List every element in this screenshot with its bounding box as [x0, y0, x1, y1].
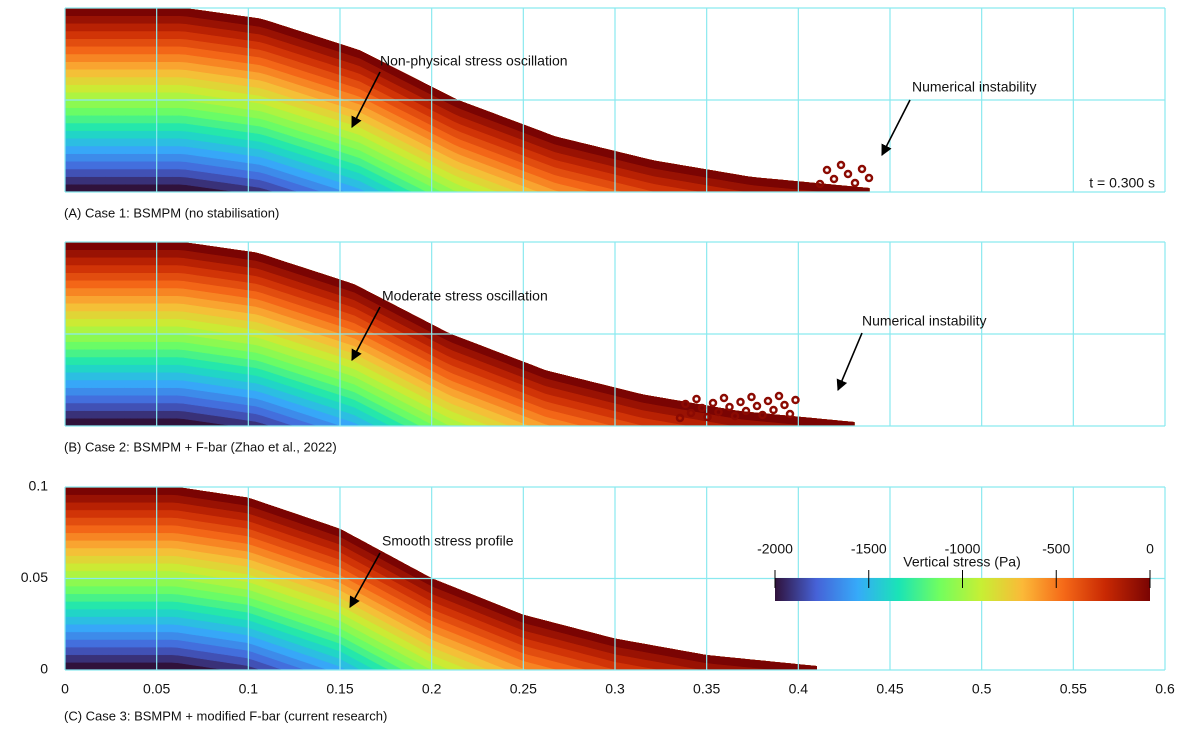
debris	[681, 399, 690, 409]
annotation: Non-physical stress oscillation	[380, 53, 568, 69]
debris	[815, 179, 825, 189]
debris	[769, 405, 778, 415]
panel	[64, 486, 1166, 671]
debris	[864, 173, 874, 183]
debris	[741, 406, 751, 416]
time-label: t = 0.300 s	[1089, 175, 1155, 191]
debris	[857, 164, 867, 174]
x-tick-label: 0.5	[972, 681, 992, 697]
colorbar-label: Vertical stress (Pa)	[903, 554, 1020, 570]
arrow	[881, 99, 911, 156]
debris	[736, 397, 745, 407]
x-tick-label: 0	[61, 681, 69, 697]
debris	[758, 410, 767, 420]
debris	[850, 178, 860, 188]
x-tick-label: 0.3	[605, 681, 625, 697]
debris	[747, 392, 756, 402]
x-tick-label: 0.35	[693, 681, 720, 697]
debris	[686, 408, 696, 418]
x-tick-label: 0.2	[422, 681, 442, 697]
caption: (A) Case 1: BSMPM (no stabilisation)	[64, 205, 279, 220]
debris	[675, 413, 685, 423]
debris	[719, 393, 729, 403]
arrow	[836, 332, 863, 392]
x-tick-label: 0.45	[876, 681, 903, 697]
debris	[822, 165, 832, 175]
caption: (B) Case 2: BSMPM + F-bar (Zhao et al., …	[64, 439, 337, 454]
y-tick-label: 0.05	[21, 569, 48, 585]
debris	[780, 400, 789, 410]
y-tick-label: 0	[40, 661, 48, 677]
x-tick-label: 0.55	[1060, 681, 1087, 697]
colorbar-tick-label: -500	[1042, 541, 1070, 557]
debris	[829, 174, 839, 184]
debris	[836, 160, 846, 170]
annotation: Numerical instability	[912, 79, 1036, 95]
debris	[697, 403, 707, 413]
debris	[785, 409, 795, 419]
annotation: Moderate stress oscillation	[382, 288, 548, 304]
y-tick-label: 0.1	[29, 478, 49, 494]
annotation: Smooth stress profile	[382, 533, 514, 549]
arrow	[351, 71, 381, 128]
debris	[708, 398, 718, 408]
panel	[64, 7, 1166, 193]
arrow	[351, 306, 381, 361]
debris	[774, 391, 784, 401]
debris	[843, 169, 853, 179]
debris	[725, 402, 734, 412]
x-tick-label: 0.1	[239, 681, 259, 697]
debris	[703, 412, 712, 422]
panel	[64, 241, 1166, 427]
plots	[64, 7, 1166, 671]
colorbar-tick-label: 0	[1146, 541, 1154, 557]
debris	[730, 411, 740, 421]
x-tick-label: 0.25	[510, 681, 537, 697]
caption: (C) Case 3: BSMPM + modified F-bar (curr…	[64, 708, 387, 723]
x-tick-label: 0.05	[143, 681, 170, 697]
x-tick-label: 0.6	[1155, 681, 1175, 697]
colorbar-tick-label: -1500	[851, 541, 887, 557]
debris	[752, 401, 762, 411]
colorbar-tick-label: -2000	[757, 541, 793, 557]
annotation: Numerical instability	[862, 313, 986, 329]
debris	[714, 407, 723, 417]
x-tick-label: 0.15	[326, 681, 353, 697]
x-tick-label: 0.4	[789, 681, 809, 697]
debris	[692, 394, 701, 404]
debris	[763, 396, 773, 406]
colorbar-tick-label: -1000	[945, 541, 981, 557]
debris	[791, 395, 800, 405]
arrow	[349, 552, 381, 608]
